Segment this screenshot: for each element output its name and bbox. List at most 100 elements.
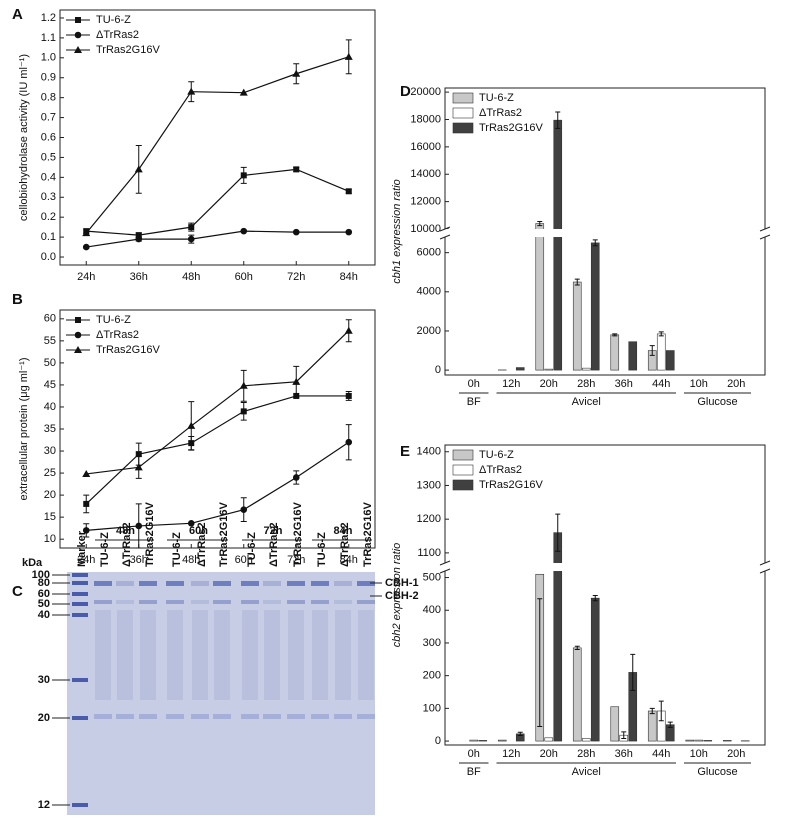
gel-band [116, 600, 134, 604]
y-tick-label: 1400 [417, 446, 441, 458]
marker [187, 520, 195, 527]
y-tick-label: 6000 [417, 247, 441, 259]
marker-band [72, 573, 88, 577]
legend-label: TrRas2G16V [96, 44, 160, 56]
error-bar [667, 721, 673, 728]
gel-smear [312, 610, 328, 700]
legend-label: TU-6-Z [96, 14, 131, 26]
gel-band [166, 600, 184, 604]
y-tick-label: 20 [44, 489, 56, 501]
y-axis-label: cbh2 expression ratio [391, 543, 403, 648]
error-bar [649, 707, 655, 715]
bar [553, 119, 563, 371]
x-tick-label: 36h [130, 554, 148, 566]
marker [82, 229, 91, 237]
gel-smear [95, 610, 111, 700]
y-tick-label: 4000 [417, 286, 441, 298]
marker [135, 522, 143, 530]
error-bar [537, 220, 543, 227]
gel-band [94, 600, 112, 604]
x-tick-label: 24h [77, 554, 95, 566]
y-tick-label: 45 [44, 379, 56, 391]
legend-label: TrRas2G16V [479, 122, 543, 134]
y-tick-label: 1.0 [41, 52, 56, 64]
y-tick-label: 0.8 [41, 92, 56, 104]
bar [656, 333, 666, 371]
y-tick-label: 0.9 [41, 72, 56, 84]
gel-band [139, 600, 157, 604]
marker [134, 165, 143, 173]
bar [590, 242, 600, 371]
series-line [86, 168, 349, 236]
y-tick-label: 200 [423, 670, 441, 682]
marker [83, 500, 90, 507]
marker [292, 377, 301, 385]
y-tick-label: 100 [423, 702, 441, 714]
y-tick-label: 0.1 [41, 231, 56, 243]
gel-band [334, 714, 352, 719]
marker [82, 527, 90, 534]
y-tick-label: 10000 [410, 223, 441, 235]
bar [581, 738, 591, 742]
gel-band [191, 581, 209, 586]
x-tick-label: 12h [502, 378, 520, 390]
gel-smear [264, 610, 280, 700]
marker [135, 235, 143, 243]
timepoint-label: 84h [334, 525, 353, 537]
y-tick-label: 0.5 [41, 151, 56, 163]
y-tick-label: 400 [423, 604, 441, 616]
bar [572, 281, 582, 371]
x-tick-label: 48h [182, 271, 200, 283]
gel-image [67, 572, 375, 815]
marker-band [72, 581, 88, 585]
gel-band [334, 581, 352, 586]
marker-band [72, 716, 88, 720]
bar [665, 350, 675, 371]
legend-label: TU-6-Z [96, 314, 131, 326]
x-tick-label: 36h [615, 378, 633, 390]
bar [590, 597, 600, 742]
x-tick-label: 84h [340, 554, 358, 566]
y-axis-label: extracellular protein (μg ml⁻¹) [18, 358, 30, 501]
x-tick-label: 84h [340, 271, 358, 283]
y-tick-label: 0.7 [41, 111, 56, 123]
x-tick-label: 20h [727, 378, 745, 390]
error-bar [592, 595, 598, 602]
y-tick-label: 0.4 [41, 171, 56, 183]
gel-band [357, 714, 375, 719]
marker [188, 224, 195, 231]
lane-label: TU-6-Z [99, 532, 111, 567]
bar [703, 740, 713, 742]
bar [722, 740, 732, 742]
gel-band [213, 600, 231, 604]
marker [82, 469, 91, 477]
panel-label: E [400, 443, 410, 460]
gel-smear [335, 610, 351, 700]
gel-band [241, 714, 259, 719]
kda-label: 100 [32, 569, 50, 581]
gel-band [213, 714, 231, 719]
marker [135, 232, 142, 239]
legend-swatch [452, 464, 474, 476]
marker [240, 227, 248, 235]
y-tick-label: 1100 [417, 547, 441, 559]
gel-smear [167, 610, 183, 700]
marker-band [72, 592, 88, 596]
bar [515, 367, 525, 371]
gel-band [94, 581, 112, 586]
x-tick-label: 36h [130, 271, 148, 283]
legend-swatch [452, 122, 474, 134]
break-mark [759, 560, 771, 574]
group-label: Avicel [572, 766, 601, 778]
gel-smear [117, 610, 133, 700]
lane-label: TrRas2G16V [292, 502, 304, 567]
lane-label: TrRas2G16V [144, 502, 156, 567]
x-tick-label: 44h [652, 378, 670, 390]
y-tick-label: 18000 [410, 113, 441, 125]
y-tick-label: 0.3 [41, 191, 56, 203]
gel-band [94, 714, 112, 719]
error-bar [630, 653, 636, 691]
bar [610, 334, 620, 371]
kda-label: 12 [38, 799, 50, 811]
marker [240, 172, 247, 179]
